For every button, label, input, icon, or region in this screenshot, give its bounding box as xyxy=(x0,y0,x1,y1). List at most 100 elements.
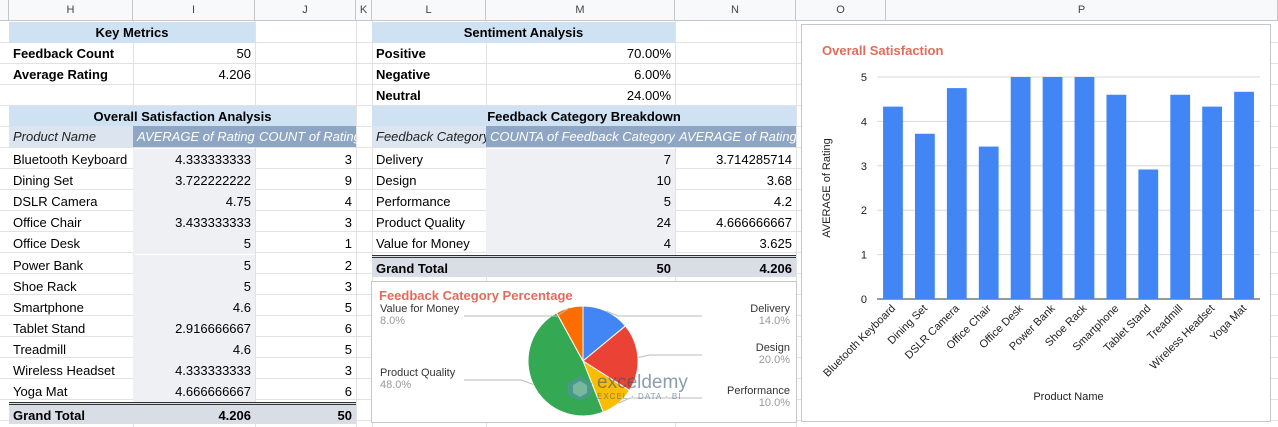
pivot-cell[interactable]: 3.722222222 xyxy=(133,170,255,192)
pivot-cell[interactable]: 1 xyxy=(344,236,352,252)
pivot-cell[interactable]: 24 xyxy=(486,212,675,234)
pivot-cell[interactable]: 4 xyxy=(344,194,352,210)
column-header-M[interactable]: M xyxy=(486,0,675,21)
grand-total-label[interactable]: Grand Total xyxy=(9,402,133,425)
pivot-row-label[interactable]: Tablet Stand xyxy=(13,320,86,336)
bar-dining-set[interactable] xyxy=(914,133,935,299)
column-header-H[interactable]: H xyxy=(9,0,133,21)
pivot-row-label[interactable]: Yoga Mat xyxy=(13,384,68,400)
satisfaction-title[interactable]: Overall Satisfaction Analysis xyxy=(9,106,356,127)
bar-shoe-rack[interactable] xyxy=(1074,77,1095,299)
pivot-cell[interactable]: 9 xyxy=(344,173,352,189)
bar-office-chair[interactable] xyxy=(978,146,999,299)
pivot-cell[interactable]: 3 xyxy=(344,152,352,167)
pivot-cell[interactable]: 4.6 xyxy=(133,296,255,318)
pivot-cell[interactable]: 6 xyxy=(344,384,352,400)
bar-bluetooth-keyboard[interactable] xyxy=(883,106,903,299)
pivot-cell[interactable]: 4.666666667 xyxy=(716,215,792,231)
pivot-cell[interactable]: 4.666666667 xyxy=(133,381,255,403)
pivot-cell[interactable]: 5 xyxy=(344,341,352,357)
pivot-cell[interactable]: 4.333333333 xyxy=(133,149,255,170)
column-header-K[interactable]: K xyxy=(356,0,372,21)
pivot-row-label[interactable]: Dining Set xyxy=(13,173,73,189)
pivot-row-label[interactable]: Value for Money xyxy=(376,236,470,252)
sentiment-value[interactable]: 6.00% xyxy=(634,67,671,82)
pivot-cell[interactable]: 2 xyxy=(344,257,352,273)
column-header-I[interactable]: I xyxy=(133,0,255,21)
grand-total-label[interactable]: Grand Total xyxy=(372,254,486,277)
pivot-header[interactable]: Feedback Category xyxy=(372,126,486,147)
pivot-header[interactable]: AVERAGE of Rating xyxy=(675,126,796,147)
column-header-J[interactable]: J xyxy=(255,0,356,21)
sentiment-value[interactable]: 70.00% xyxy=(626,46,671,61)
pivot-row-label[interactable]: DSLR Camera xyxy=(13,194,98,210)
pivot-cell[interactable]: 3 xyxy=(344,363,352,378)
sentiment-value[interactable]: 24.00% xyxy=(626,88,671,103)
column-header-O[interactable]: O xyxy=(796,0,886,21)
sentiment-label[interactable]: Positive xyxy=(376,46,426,61)
pivot-header[interactable]: Product Name xyxy=(9,126,133,147)
column-header-N[interactable]: N xyxy=(675,0,796,21)
pivot-row-label[interactable]: Delivery xyxy=(376,152,423,167)
bar-power-bank[interactable] xyxy=(1042,77,1063,299)
pivot-cell[interactable]: 3.68 xyxy=(766,173,792,189)
pivot-row-label[interactable]: Performance xyxy=(376,194,451,210)
metric-value[interactable]: 4.206 xyxy=(218,67,251,82)
pivot-cell[interactable]: 5 xyxy=(486,191,675,213)
pivot-cell[interactable]: 3 xyxy=(344,215,352,231)
bar-chart[interactable]: Overall Satisfaction 0 1 2 3 4 5 Bluetooth Key… xyxy=(801,24,1271,422)
pie-slice-design[interactable] xyxy=(582,325,639,392)
pivot-row-label[interactable]: Smartphone xyxy=(13,299,84,315)
bar-treadmill[interactable] xyxy=(1170,94,1191,299)
bar-tablet-stand[interactable] xyxy=(1138,169,1159,299)
pivot-row-label[interactable]: Design xyxy=(376,173,417,189)
pivot-cell[interactable]: 4.2 xyxy=(773,194,792,210)
pivot-cell[interactable]: 3.714285714 xyxy=(716,152,792,167)
pivot-header[interactable]: COUNTA of Feedback Category xyxy=(486,126,675,147)
pivot-header[interactable]: AVERAGE of Rating xyxy=(133,126,255,147)
pivot-cell[interactable]: 5 xyxy=(133,233,255,255)
grand-total-cell[interactable]: 50 xyxy=(486,254,675,277)
column-header-P[interactable]: P xyxy=(886,0,1278,21)
grand-total-cell[interactable]: 4.206 xyxy=(133,402,255,425)
bar-dslr-camera[interactable] xyxy=(946,88,967,299)
pivot-cell[interactable]: 2.916666667 xyxy=(133,317,255,339)
sentiment-title[interactable]: Sentiment Analysis xyxy=(372,22,675,43)
pivot-cell[interactable]: 5 xyxy=(344,299,352,315)
corner-cell[interactable] xyxy=(0,0,9,21)
pivot-cell[interactable]: 4.333333333 xyxy=(133,360,255,381)
metric-label[interactable]: Feedback Count xyxy=(13,46,115,61)
metric-value[interactable]: 50 xyxy=(236,46,251,61)
pivot-row-label[interactable]: Shoe Rack xyxy=(13,278,77,294)
pivot-row-label[interactable]: Office Chair xyxy=(13,215,82,231)
pivot-row-label[interactable]: Product Quality xyxy=(376,215,465,231)
pivot-row-label[interactable]: Power Bank xyxy=(13,257,84,273)
pivot-cell[interactable]: 3 xyxy=(344,278,352,294)
pivot-row-label[interactable]: Bluetooth Keyboard xyxy=(13,152,128,167)
pivot-cell[interactable]: 4.75 xyxy=(133,191,255,213)
pivot-cell[interactable]: 4 xyxy=(486,233,675,255)
pivot-cell[interactable]: 3.625 xyxy=(759,236,792,252)
pivot-cell[interactable]: 5 xyxy=(133,254,255,276)
column-header-L[interactable]: L xyxy=(372,0,486,21)
grand-total-cell[interactable]: 50 xyxy=(255,402,356,425)
sentiment-label[interactable]: Neutral xyxy=(376,88,421,103)
pivot-cell[interactable]: 5 xyxy=(133,275,255,297)
pivot-cell[interactable]: 3.433333333 xyxy=(133,212,255,234)
pie-chart[interactable]: Feedback Category Percentage Delivery 14.… xyxy=(371,281,797,423)
pivot-row-label[interactable]: Office Desk xyxy=(13,236,80,252)
sentiment-label[interactable]: Negative xyxy=(376,67,431,82)
bar-wireless-headset[interactable] xyxy=(1202,106,1223,299)
grand-total-cell[interactable]: 4.206 xyxy=(675,254,796,277)
metric-label[interactable]: Average Rating xyxy=(13,67,108,82)
pivot-row-label[interactable]: Wireless Headset xyxy=(13,363,115,378)
pivot-cell[interactable]: 6 xyxy=(344,320,352,336)
category-title[interactable]: Feedback Category Breakdown xyxy=(372,106,796,127)
pivot-cell[interactable]: 4.6 xyxy=(133,338,255,360)
bar-smartphone[interactable] xyxy=(1106,94,1127,299)
bar-office-desk[interactable] xyxy=(1010,77,1031,299)
pivot-row-label[interactable]: Treadmill xyxy=(13,341,66,357)
pivot-header[interactable]: COUNT of Rating xyxy=(255,126,356,147)
pivot-cell[interactable]: 10 xyxy=(486,170,675,192)
key-metrics-title[interactable]: Key Metrics xyxy=(9,22,255,43)
